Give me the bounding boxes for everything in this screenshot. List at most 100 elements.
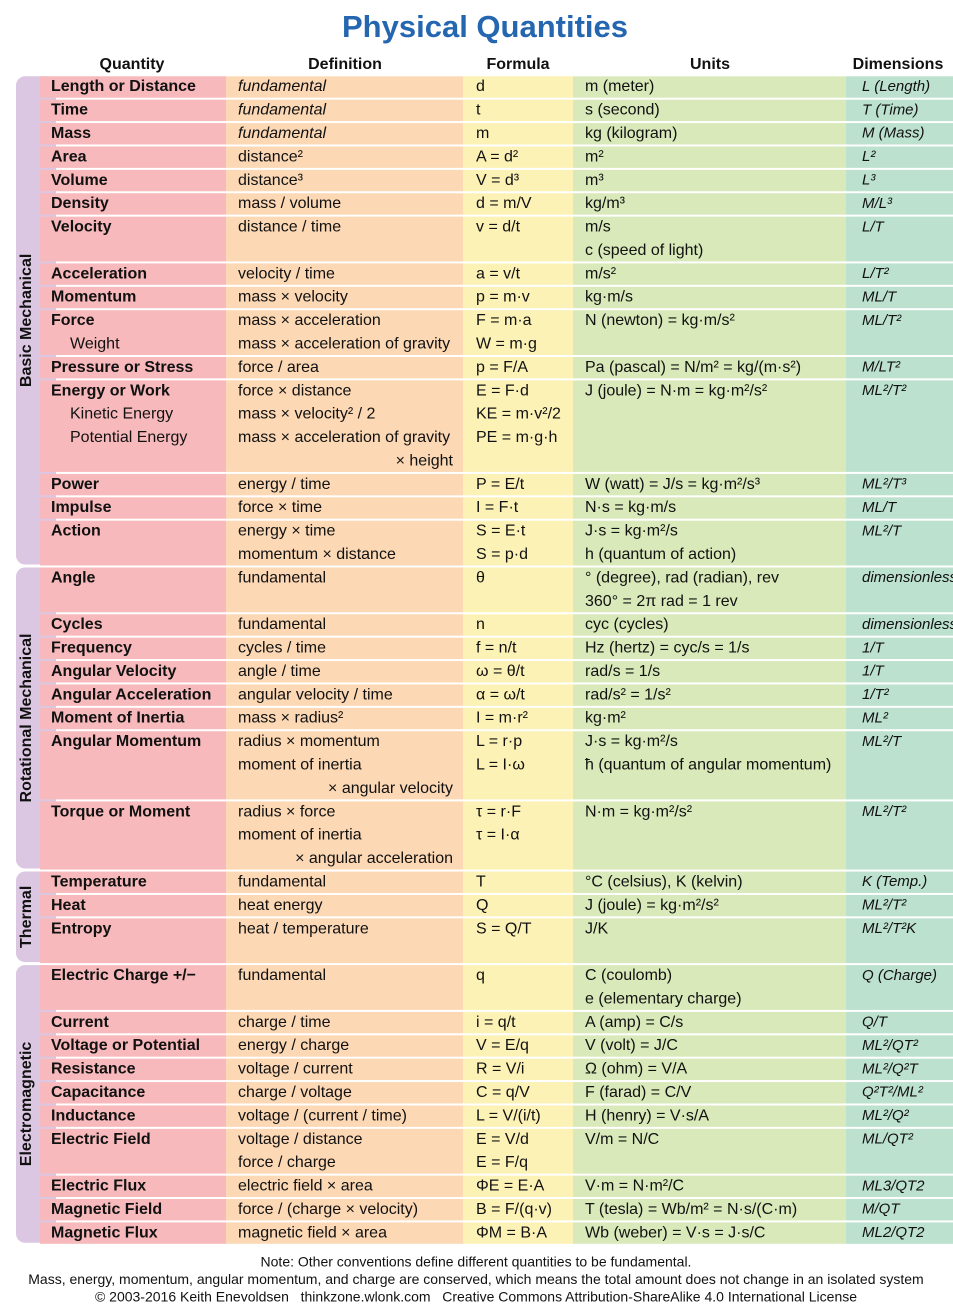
formula-text: V = d³ (476, 172, 520, 189)
formula-text: V = E/q (476, 1037, 529, 1054)
quantity-text: Electric Charge +/− (51, 967, 196, 984)
definition-text: voltage / current (238, 1061, 353, 1078)
quantity-text: Frequency (51, 640, 132, 657)
cell (573, 1011, 846, 1034)
cell (463, 661, 573, 683)
cell (463, 918, 573, 964)
formula-text: n (476, 616, 485, 633)
cell (226, 1035, 463, 1057)
definition-text: fundamental (238, 616, 326, 633)
cell (463, 1058, 573, 1081)
cell (846, 965, 953, 1010)
cell (40, 123, 226, 145)
dimensions-text: dimensionless (862, 569, 953, 586)
cell (463, 520, 573, 566)
definition-text: distance / time (238, 219, 341, 236)
cell (846, 918, 953, 964)
cell (846, 637, 953, 660)
units-text: N·s = kg·m/s (585, 499, 676, 516)
dimensions-text: L² (862, 148, 876, 165)
cell (463, 567, 573, 613)
definition-text: × height (396, 452, 454, 469)
formula-text: PE = m·g·h (476, 429, 557, 446)
cell (40, 520, 226, 566)
dimensions-text: 1/T (862, 639, 886, 656)
cell (573, 637, 846, 660)
cell (573, 1175, 846, 1198)
group-label: Rotational Mechanical (18, 634, 35, 803)
cell (846, 1082, 953, 1104)
units-text: J·s = kg·m²/s (585, 523, 678, 540)
cell (40, 99, 226, 122)
units-text: rad/s = 1/s (585, 663, 660, 680)
units-text: m² (585, 148, 604, 165)
definition-text: energy / time (238, 476, 331, 493)
cell (573, 286, 846, 309)
formula-text: S = E·t (476, 523, 526, 540)
cell (40, 614, 226, 636)
cell (846, 1058, 953, 1081)
cell (463, 731, 573, 800)
cell (40, 871, 226, 893)
definition-text: magnetic field × area (238, 1224, 387, 1241)
formula-text: L = I·ω (476, 757, 525, 774)
formula-text: R = V/i (476, 1061, 524, 1078)
cell (463, 1128, 573, 1174)
cell (40, 497, 226, 519)
formula-text: ω = θ/t (476, 663, 525, 680)
formula-text: A = d² (476, 148, 519, 165)
dimensions-text: ML²/T³ (862, 476, 907, 493)
column-header: Units (690, 56, 730, 73)
units-text: Ω (ohm) = V/A (585, 1061, 688, 1078)
cell (463, 801, 573, 870)
units-text: kg·m/s (585, 289, 633, 306)
cell (40, 216, 226, 262)
cell (226, 497, 463, 519)
units-text: J/K (585, 920, 608, 937)
dimensions-text: K (Temp.) (862, 873, 927, 890)
cell (226, 310, 463, 355)
quantity-text: Cycles (51, 616, 103, 633)
cell (226, 356, 463, 379)
formula-text: KE = m·v²/2 (476, 406, 561, 423)
units-text: N (newton) = kg·m/s² (585, 312, 735, 329)
cell (573, 263, 846, 285)
cell (40, 1222, 226, 1244)
quantity-text: Area (51, 148, 87, 165)
definition-text: mass × acceleration of gravity (238, 429, 450, 446)
cell (226, 965, 463, 1010)
quantity-text: Pressure or Stress (51, 359, 193, 376)
formula-text: L = r·p (476, 733, 522, 750)
units-text: A (amp) = C/s (585, 1014, 683, 1031)
cell (226, 1011, 463, 1034)
quantity-text: Current (51, 1014, 109, 1031)
quantity-text: Magnetic Field (51, 1201, 162, 1218)
cell (40, 263, 226, 285)
cell (463, 356, 573, 379)
units-text: V/m = N/C (585, 1131, 659, 1148)
cell (226, 614, 463, 636)
units-text: m/s² (585, 265, 617, 282)
cell (846, 871, 953, 893)
cell (226, 123, 463, 145)
quantity-text: Capacitance (51, 1084, 145, 1101)
cell (846, 520, 953, 566)
cell (463, 707, 573, 730)
units-text: H (henry) = V·s/A (585, 1107, 709, 1124)
definition-text: fundamental (238, 125, 327, 142)
quantity-text: Temperature (51, 873, 147, 890)
cell (226, 637, 463, 660)
dimensions-text: ML/QT² (862, 1131, 914, 1148)
quantity-text: Magnetic Flux (51, 1224, 158, 1241)
cell (40, 1128, 226, 1174)
definition-text: force × distance (238, 382, 352, 399)
formula-text: S = p·d (476, 546, 528, 563)
units-text: kg (kilogram) (585, 125, 677, 142)
cell (846, 216, 953, 262)
dimensions-text: ML²/T² (862, 803, 907, 820)
cell (226, 707, 463, 730)
dimensions-text: Q/T (862, 1014, 889, 1031)
formula-text: F = m·a (476, 312, 532, 329)
column-header: Definition (308, 56, 382, 73)
dimensions-text: Q (Charge) (862, 967, 937, 984)
